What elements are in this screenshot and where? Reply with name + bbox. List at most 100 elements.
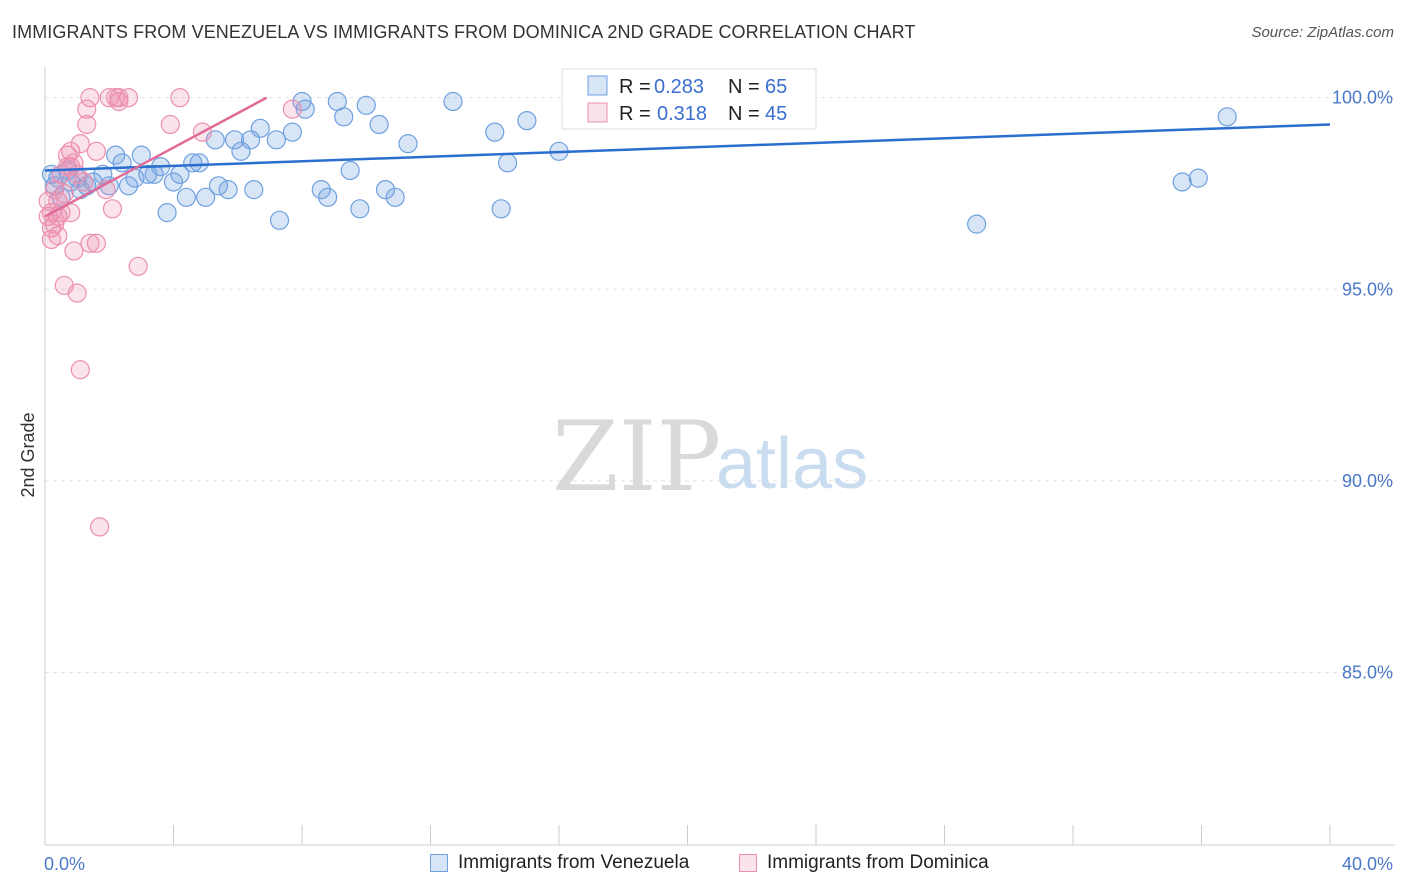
watermark-zip: ZIP xyxy=(552,401,721,513)
venezuela-point xyxy=(1188,168,1208,188)
x-tick-labels: 0.0% 40.0% xyxy=(44,854,1393,874)
dominica-point xyxy=(160,114,180,135)
legend-n-label-1: N = xyxy=(728,76,760,98)
venezuela-point xyxy=(967,214,987,234)
venezuela-point xyxy=(1217,107,1237,127)
y-tick-labels: 100.0% 95.0% 90.0% 85.0% xyxy=(1332,88,1393,683)
y-tick-label: 85.0% xyxy=(1342,663,1393,683)
venezuela-point xyxy=(189,153,209,173)
correlation-legend: R = 0.283 N = 65 R = 0.318 N = 45 xyxy=(561,68,817,130)
chart-source: Source: ZipAtlas.com xyxy=(1251,24,1394,41)
venezuela-point xyxy=(282,122,302,142)
dominica-point xyxy=(80,233,100,253)
legend-n-value-2: 45 xyxy=(765,103,787,125)
bottom-legend-dominica: Immigrants from Dominica xyxy=(739,852,989,874)
venezuela-point xyxy=(218,180,238,200)
axes xyxy=(44,67,1395,846)
venezuela-point xyxy=(157,203,177,223)
legend-r-value-2: 0.318 xyxy=(657,103,707,125)
venezuela-point xyxy=(292,91,312,112)
dominica-point xyxy=(38,191,58,211)
venezuela-point xyxy=(340,160,360,181)
venezuela-point xyxy=(385,187,405,207)
dominica-point xyxy=(102,199,123,219)
chart-title: IMMIGRANTS FROM VENEZUELA VS IMMIGRANTS … xyxy=(12,22,916,42)
venezuela-point xyxy=(485,122,505,142)
venezuela-point xyxy=(1172,172,1192,192)
venezuela-point xyxy=(118,176,139,196)
bottom-legend-label-venezuela: Immigrants from Venezuela xyxy=(458,852,690,873)
dominica-point xyxy=(64,241,84,261)
venezuela-point xyxy=(176,187,196,207)
watermark-atlas: atlas xyxy=(716,424,868,504)
y-tick-label: 100.0% xyxy=(1332,88,1393,108)
bottom-legend-venezuela: Immigrants from Venezuela xyxy=(430,852,689,874)
venezuela-point xyxy=(250,118,270,138)
dominica-point xyxy=(170,88,190,108)
dominica-point xyxy=(67,283,87,303)
venezuela-point xyxy=(398,134,418,154)
dominica-point xyxy=(90,517,110,537)
dominica-point xyxy=(70,360,90,380)
venezuela-point xyxy=(375,180,396,200)
venezuela-point xyxy=(144,164,164,184)
venezuela-point xyxy=(196,187,216,207)
dominica-point xyxy=(64,153,84,173)
y-tick-label: 90.0% xyxy=(1342,471,1393,491)
venezuela-point xyxy=(356,95,376,115)
dominica-point xyxy=(109,88,129,108)
venezuela-point xyxy=(311,180,331,200)
venezuela-point xyxy=(183,153,203,173)
venezuela-point xyxy=(266,130,286,150)
legend-frame xyxy=(561,68,817,130)
venezuela-point xyxy=(318,187,338,207)
venezuela-point xyxy=(224,130,245,150)
legend-n-value-1: 65 xyxy=(765,76,787,98)
venezuela-point xyxy=(369,114,389,135)
dominica-point xyxy=(86,141,107,161)
legend-r-value-1: 0.283 xyxy=(654,76,704,98)
venezuela-point xyxy=(244,180,264,200)
x-tick-label: 0.0% xyxy=(44,854,85,874)
venezuela-point xyxy=(517,111,537,131)
venezuela-point xyxy=(163,172,184,192)
trendlines xyxy=(44,96,1331,218)
legend-r-label-1: R = xyxy=(619,76,651,98)
bottom-legend-label-dominica: Immigrants from Dominica xyxy=(767,852,989,873)
dominica-point xyxy=(48,226,68,246)
dominica-point xyxy=(282,99,302,119)
venezuela-point xyxy=(491,199,511,219)
x-tick-label: 40.0% xyxy=(1342,854,1393,874)
dominica-point xyxy=(70,134,90,154)
venezuela-point xyxy=(106,145,126,165)
dominica-point xyxy=(45,214,65,234)
y-tick-label: 95.0% xyxy=(1342,279,1393,299)
venezuela-point xyxy=(443,91,463,112)
dominica-point xyxy=(54,183,74,204)
dominica-point xyxy=(61,141,81,161)
legend-swatch-dominica xyxy=(587,102,608,123)
dominica-point xyxy=(77,99,97,119)
venezuela-trendline xyxy=(44,123,1331,172)
dominica-point xyxy=(118,88,139,108)
venezuela-point xyxy=(350,199,370,219)
venezuela-point xyxy=(498,153,518,173)
venezuela-point xyxy=(269,210,290,230)
legend-n-label-2: N = xyxy=(728,103,760,125)
dominica-trendline xyxy=(44,96,268,218)
dominica-point xyxy=(86,233,107,253)
venezuela-point xyxy=(208,176,229,196)
legend-r-label-2: R = xyxy=(619,103,651,125)
dominica-point xyxy=(80,88,100,108)
legend-swatch-venezuela xyxy=(587,75,608,96)
dominica-point xyxy=(99,88,119,108)
dominica-point xyxy=(128,256,148,276)
dominica-point xyxy=(73,172,94,192)
series-dominica-points xyxy=(38,88,302,537)
venezuela-point xyxy=(334,107,354,127)
y-axis-label: 2nd Grade xyxy=(18,412,38,497)
bottom-legend-swatch-dominica xyxy=(739,854,757,872)
bottom-legend-swatch-venezuela xyxy=(430,854,448,872)
dominica-point xyxy=(77,114,97,135)
